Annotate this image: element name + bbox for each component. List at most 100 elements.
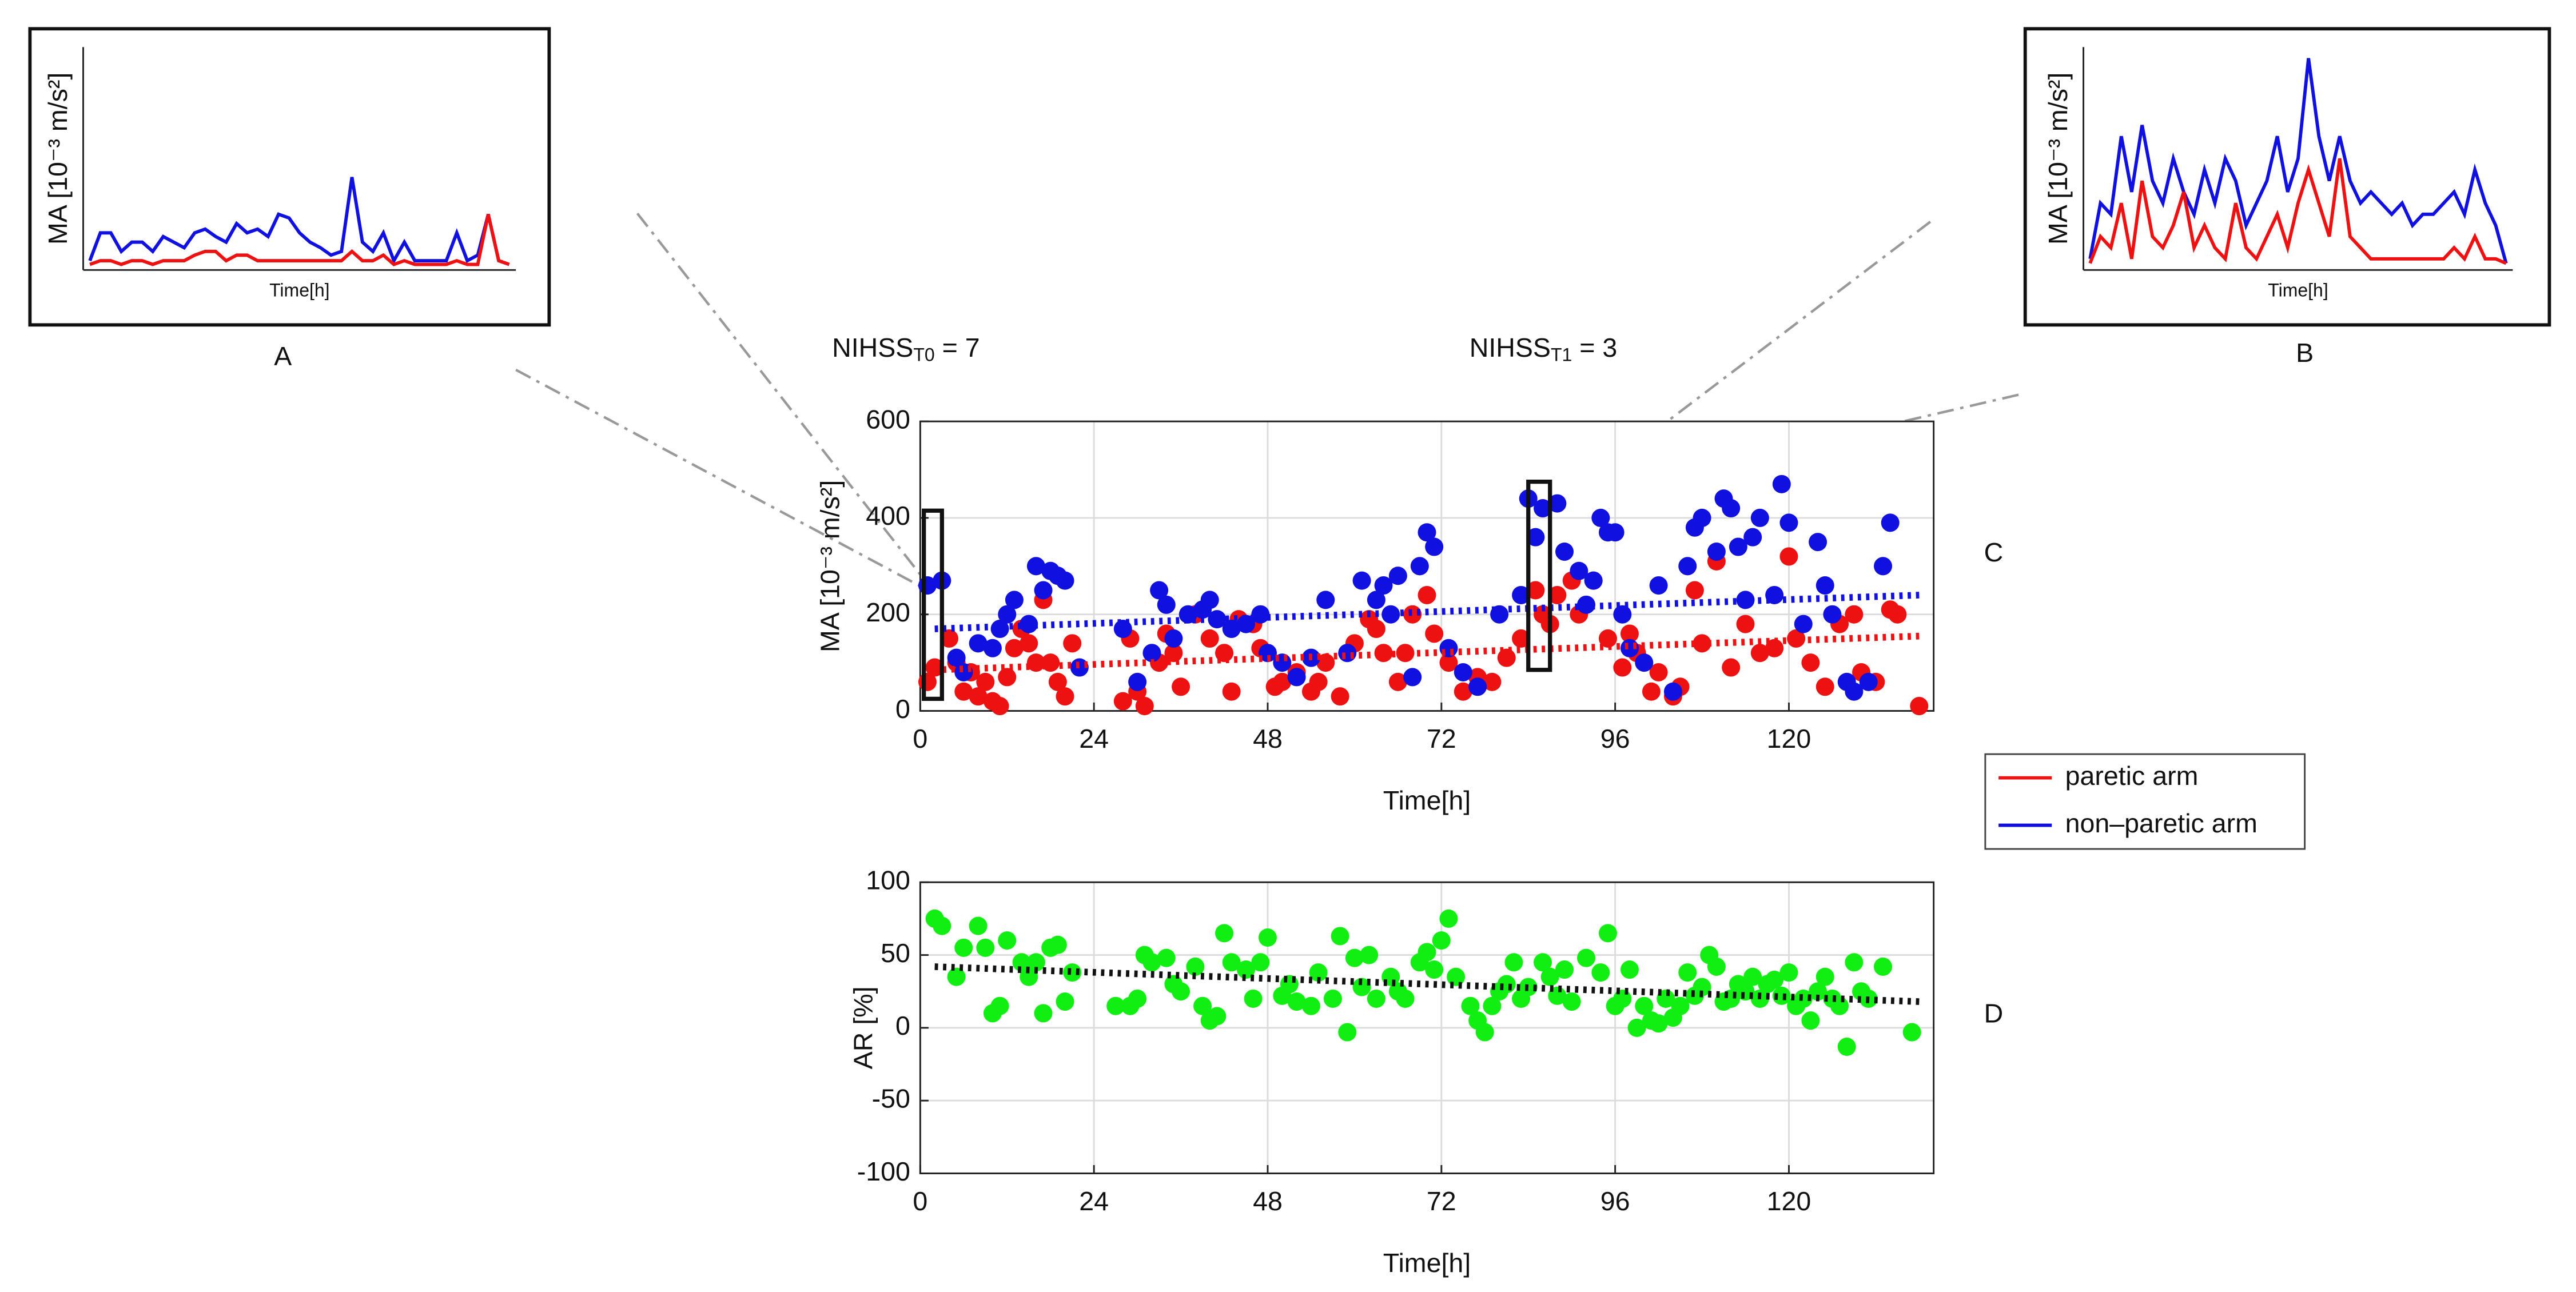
point — [1736, 591, 1755, 609]
point — [1113, 692, 1132, 711]
point — [990, 996, 1009, 1015]
point — [1598, 629, 1617, 648]
point — [1193, 996, 1212, 1015]
point — [1237, 615, 1256, 633]
point — [1367, 591, 1385, 609]
point — [1164, 629, 1183, 648]
point — [1570, 561, 1588, 580]
point — [1461, 996, 1480, 1015]
point — [1548, 585, 1567, 604]
point — [1388, 567, 1407, 585]
point — [1512, 629, 1531, 648]
x-tick-label: 24 — [1079, 724, 1109, 753]
annotation: NIHSST0 = 7 — [832, 333, 980, 365]
point — [1439, 909, 1458, 928]
point — [1316, 653, 1335, 672]
point — [1815, 967, 1834, 986]
point — [1606, 523, 1625, 542]
point — [1142, 953, 1161, 972]
point — [1150, 581, 1169, 600]
y-tick-label: 400 — [866, 501, 910, 531]
y-axis-label: MA [10⁻³ m/s²] — [43, 73, 73, 245]
point — [1410, 557, 1429, 576]
point — [1164, 644, 1183, 663]
point — [1367, 989, 1385, 1008]
point — [1056, 992, 1074, 1011]
connector — [636, 213, 922, 576]
point — [1809, 982, 1828, 1001]
y-tick-label: 200 — [866, 597, 910, 627]
point — [1454, 663, 1472, 681]
point — [1534, 499, 1552, 518]
x-tick-label: 72 — [1427, 724, 1456, 753]
point — [1497, 975, 1516, 994]
data-line — [88, 177, 510, 266]
point — [1026, 953, 1045, 972]
point — [1613, 605, 1632, 624]
point — [1034, 1004, 1053, 1023]
x-tick-label: 96 — [1600, 724, 1630, 753]
point — [1678, 557, 1697, 576]
point — [947, 967, 966, 986]
y-tick-label: 0 — [895, 1011, 910, 1040]
point — [1360, 946, 1379, 964]
point — [1902, 1023, 1921, 1042]
point — [1815, 677, 1834, 696]
point — [1845, 682, 1864, 701]
point — [1128, 672, 1147, 691]
point — [1396, 989, 1415, 1008]
x-tick-label: 120 — [1767, 1186, 1811, 1216]
annotation-text: NIHSS — [1470, 333, 1551, 362]
point — [1837, 1037, 1856, 1056]
point — [1374, 644, 1393, 663]
point — [1352, 571, 1371, 590]
point — [1323, 989, 1342, 1008]
point — [1063, 634, 1082, 653]
point — [1678, 963, 1697, 982]
point — [1671, 996, 1690, 1015]
point — [1874, 557, 1893, 576]
panel-label: C — [1984, 537, 2004, 567]
point — [1215, 924, 1234, 943]
highlight-window — [1526, 479, 1552, 672]
point — [1258, 644, 1277, 663]
point — [1331, 687, 1349, 706]
point — [1707, 542, 1726, 561]
point — [1772, 474, 1791, 493]
x-axis-label: Time[h] — [269, 280, 330, 301]
point — [1555, 542, 1574, 561]
point — [1439, 653, 1458, 672]
point — [1106, 996, 1125, 1015]
point — [1910, 697, 1929, 716]
point — [1425, 960, 1444, 979]
point — [1512, 585, 1531, 604]
point — [1809, 533, 1828, 552]
point — [1237, 960, 1256, 979]
highlight-window — [922, 508, 944, 701]
point — [1591, 963, 1610, 982]
legend-box — [1984, 753, 2306, 850]
y-axis-label: MA [10⁻³ m/s²] — [815, 480, 845, 652]
point — [1483, 672, 1502, 691]
point — [1374, 576, 1393, 595]
point — [1598, 924, 1617, 943]
point — [1244, 989, 1263, 1008]
point — [1823, 605, 1842, 624]
point — [1540, 967, 1559, 986]
x-tick-label: 0 — [913, 1186, 927, 1216]
point — [1736, 615, 1755, 633]
point — [1613, 989, 1632, 1008]
point — [1425, 624, 1444, 643]
point — [1005, 639, 1024, 657]
point — [1613, 658, 1632, 677]
inset-frame — [2023, 27, 2551, 327]
point — [1845, 605, 1864, 624]
point — [1483, 996, 1502, 1015]
panel-label: B — [2296, 338, 2314, 368]
point — [1301, 996, 1320, 1015]
point — [1208, 610, 1227, 629]
point — [1765, 639, 1784, 657]
annotation-value: = 7 — [935, 333, 980, 362]
point — [1034, 581, 1053, 600]
